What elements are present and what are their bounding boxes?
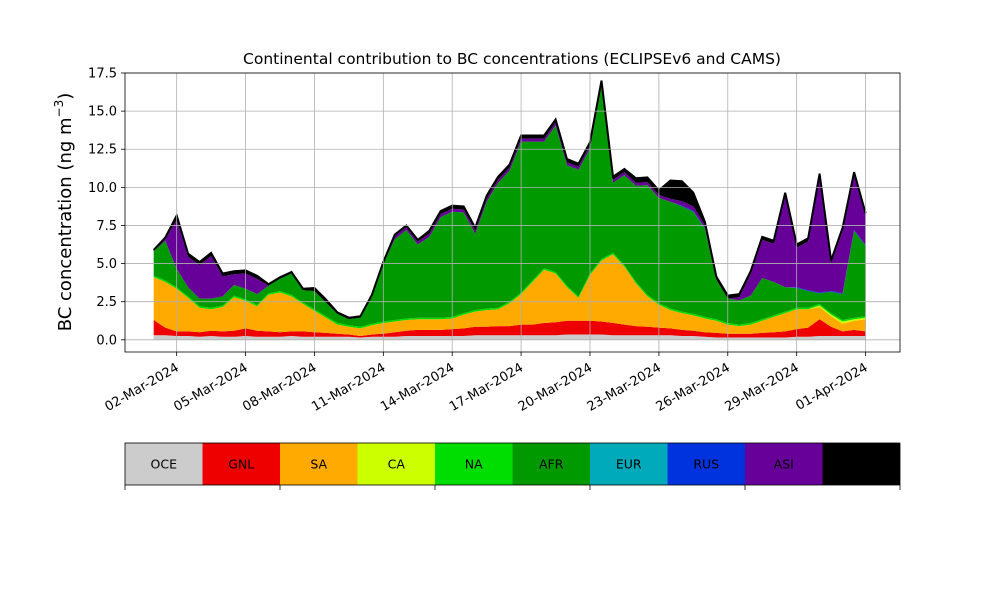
legend-label-asi: ASI: [774, 457, 794, 472]
legend-label-oce: OCE: [151, 457, 178, 472]
legend-swatch-sa: [280, 443, 358, 485]
area-oce: [153, 334, 866, 340]
y-axis-label: BC concentration (ng m−3): [52, 93, 76, 332]
stacked-area-layer: [152, 80, 867, 340]
chart-title: Continental contribution to BC concentra…: [243, 50, 781, 68]
x-tick-label: 20-Mar-2024: [516, 360, 595, 414]
legend-swatch-aus: [822, 443, 900, 485]
legend-swatch-ca: [357, 443, 435, 485]
legend-label-afr: AFR: [539, 457, 564, 472]
legend-label-gnl: GNL: [228, 457, 254, 472]
legend-label-eur: EUR: [616, 457, 642, 472]
x-tick-label: 05-Mar-2024: [171, 360, 250, 414]
x-tick-label: 08-Mar-2024: [240, 360, 319, 414]
region-legend: OCE GNL SA CA NA AFR EUR RUS ASI AUS: [124, 442, 901, 490]
plot-frame: [124, 72, 901, 353]
x-tick-label: 14-Mar-2024: [378, 360, 457, 414]
legend-label-ca: CA: [388, 457, 406, 472]
legend-label-aus: AUS: [848, 457, 874, 472]
y-tick-label: 17.5: [88, 67, 117, 82]
legend-label-sa: SA: [310, 457, 327, 472]
x-tick-label: 01-Apr-2024: [793, 360, 870, 413]
area-sa: [153, 254, 866, 336]
legend-frame: [124, 442, 901, 486]
legend-swatch-na: [435, 443, 513, 485]
legend-swatch-rus: [667, 443, 745, 485]
area-afr: [153, 86, 866, 327]
y-tick-label: 15.0: [88, 105, 117, 120]
x-tick-label: 11-Mar-2024: [309, 360, 388, 414]
legend-swatch-eur: [590, 443, 668, 485]
y-axis-label-exponent: −3: [52, 100, 66, 118]
legend-swatch-oce: [125, 443, 203, 485]
legend-swatch-gnl: [202, 443, 280, 485]
legend-label-rus: RUS: [693, 457, 719, 472]
y-axis-label-close: ): [55, 93, 76, 100]
x-tick-label: 02-Mar-2024: [103, 360, 182, 414]
y-tick-label: 10.0: [88, 181, 117, 196]
legend-swatch-asi: [745, 443, 823, 485]
y-tick-label: 2.5: [96, 295, 117, 310]
x-tick-label: 17-Mar-2024: [447, 360, 526, 414]
x-tick-label: 23-Mar-2024: [585, 360, 664, 414]
legend-swatch-afr: [512, 443, 590, 485]
area-gnl: [153, 319, 866, 338]
legend-label-na: NA: [465, 457, 483, 472]
total-outline-line: [152, 80, 867, 319]
y-tick-label: 12.5: [88, 143, 117, 158]
x-tick-label: 26-Mar-2024: [654, 360, 733, 414]
x-tick-label: 29-Mar-2024: [723, 360, 802, 414]
y-tick-label: 0.0: [96, 333, 117, 348]
y-tick-label: 5.0: [96, 257, 117, 272]
y-tick-label: 7.5: [96, 219, 117, 234]
y-axis-label-text: BC concentration (ng m: [55, 117, 76, 331]
